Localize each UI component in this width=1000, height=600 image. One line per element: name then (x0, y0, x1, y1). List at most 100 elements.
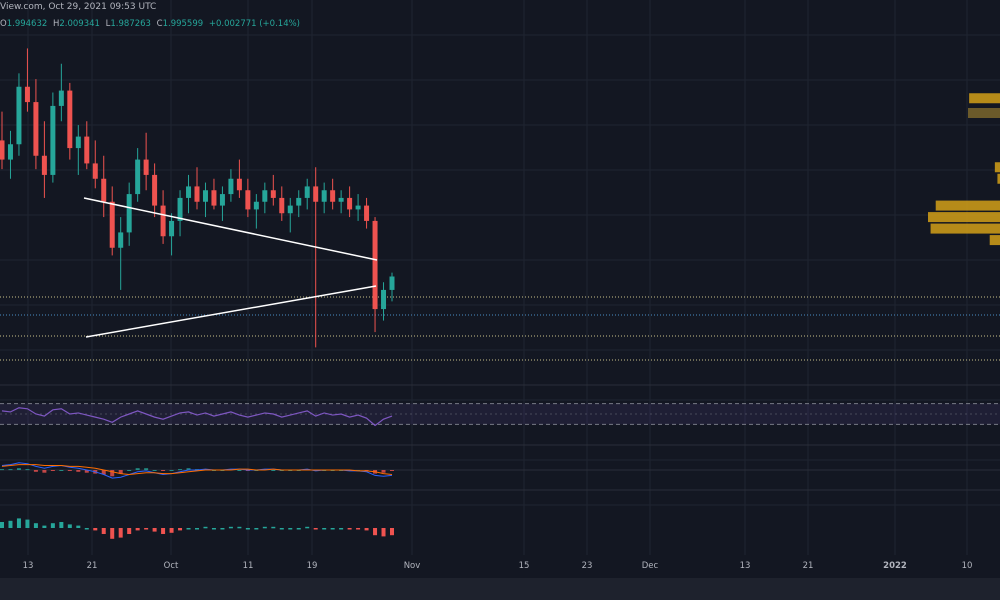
candle-body (0, 140, 5, 160)
open-value: 1.994632 (6, 19, 48, 29)
candle-body (347, 197, 353, 210)
oscillator-bar (67, 524, 72, 528)
candle-body (135, 159, 141, 195)
oscillator-bar (364, 528, 369, 531)
volume-profile-bar (989, 235, 1000, 246)
candle-body (338, 197, 344, 202)
candle-body (33, 102, 39, 156)
x-tick-label: Nov (404, 561, 421, 571)
volume-profile-bar (930, 223, 1000, 234)
oscillator-bar (42, 525, 47, 528)
macd-histogram-bar (390, 470, 394, 471)
macd-histogram-bar (0, 469, 4, 471)
oscillator-bar (152, 528, 157, 532)
candle-body (321, 190, 327, 202)
candle-body (7, 144, 13, 160)
candle-body (194, 186, 200, 202)
macd-histogram-bar (84, 470, 89, 473)
oscillator-bar (16, 518, 21, 528)
oscillator-bar (262, 526, 267, 529)
candle-body (202, 190, 208, 202)
candle-body (16, 86, 22, 145)
candle-body (211, 190, 217, 206)
close-value: 1.995599 (162, 19, 204, 29)
candle-body (245, 190, 251, 210)
oscillator-bar (254, 528, 259, 530)
oscillator-bar (313, 528, 318, 530)
candle-body (58, 90, 64, 106)
candle-body (236, 178, 242, 191)
candle-body (304, 186, 310, 198)
candle-body (75, 136, 81, 149)
x-tick-label: 11 (243, 561, 254, 571)
candle-body (84, 136, 90, 164)
macd-histogram-bar (110, 470, 115, 477)
macd-histogram-bar (169, 470, 174, 471)
macd-histogram-bar (271, 470, 276, 471)
lower-trendline (85, 285, 377, 338)
x-tick-label: 13 (23, 561, 34, 571)
macd-histogram-bar (118, 470, 123, 474)
candle-body (177, 197, 183, 221)
oscillator-bar (25, 519, 30, 528)
candle-body (50, 105, 56, 175)
candle-body (41, 155, 47, 175)
macd-histogram-bar (161, 470, 166, 471)
volume-profile-bar (997, 173, 1000, 184)
oscillator-bar (271, 526, 276, 529)
x-tick-label: 2022 (883, 561, 907, 571)
high-value: 2.009341 (59, 19, 100, 29)
oscillator-bar (390, 528, 394, 536)
x-tick-label: 10 (962, 561, 973, 571)
oscillator-bar (296, 528, 301, 530)
volume-profile-bar (969, 93, 1000, 104)
candle-body (372, 220, 378, 310)
ohlc-legend: O1.994632 H2.009341 L1.987263 C1.995599 … (0, 17, 600, 31)
x-tick-label: 19 (307, 561, 318, 571)
oscillator-bar (356, 528, 361, 530)
oscillator-bar (381, 528, 386, 537)
macd-histogram-bar (144, 468, 149, 470)
x-tick-label: 15 (519, 561, 530, 571)
volume-profile-bar (935, 200, 1000, 211)
candle-body (109, 201, 115, 248)
candle-body (296, 197, 302, 206)
oscillator-bar (76, 525, 81, 528)
x-tick-label: 23 (582, 561, 593, 571)
oscillator-bar (211, 528, 216, 530)
volume-profile-bar (968, 108, 1000, 118)
candle-body (24, 86, 30, 103)
chart-header: View.com, Oct 29, 2021 09:53 UTC (0, 0, 1000, 14)
oscillator-bar (347, 528, 352, 530)
oscillator-bar (93, 528, 98, 531)
oscillator-bar (339, 528, 344, 530)
candle-body (152, 174, 158, 206)
candle-body (279, 197, 285, 214)
bottom-toolbar (0, 578, 1000, 600)
candle-body (313, 186, 319, 202)
macd-histogram-bar (381, 470, 386, 473)
candle-body (126, 194, 132, 233)
x-tick-label: Dec (642, 561, 659, 571)
candle-body (219, 194, 225, 206)
oscillator-bar (84, 528, 89, 530)
candle-body (92, 163, 98, 179)
oscillator-bar (144, 528, 149, 530)
oscillator-bar (195, 528, 199, 530)
macd-histogram-bar (59, 470, 64, 471)
candle-body (330, 190, 336, 202)
oscillator-bar (110, 528, 115, 539)
oscillator-bar (8, 520, 13, 528)
macd-histogram-bar (25, 469, 30, 471)
macd-histogram-bar (67, 470, 72, 471)
candle-body (389, 276, 395, 290)
low-value: 1.987263 (110, 19, 151, 29)
macd-histogram-bar (135, 468, 140, 470)
oscillator-bar (245, 528, 250, 530)
macd-histogram-bar (50, 470, 55, 471)
candle-body (67, 90, 73, 149)
oscillator-bar (50, 523, 55, 528)
candle-body (118, 232, 124, 248)
oscillator-bar (161, 528, 166, 534)
